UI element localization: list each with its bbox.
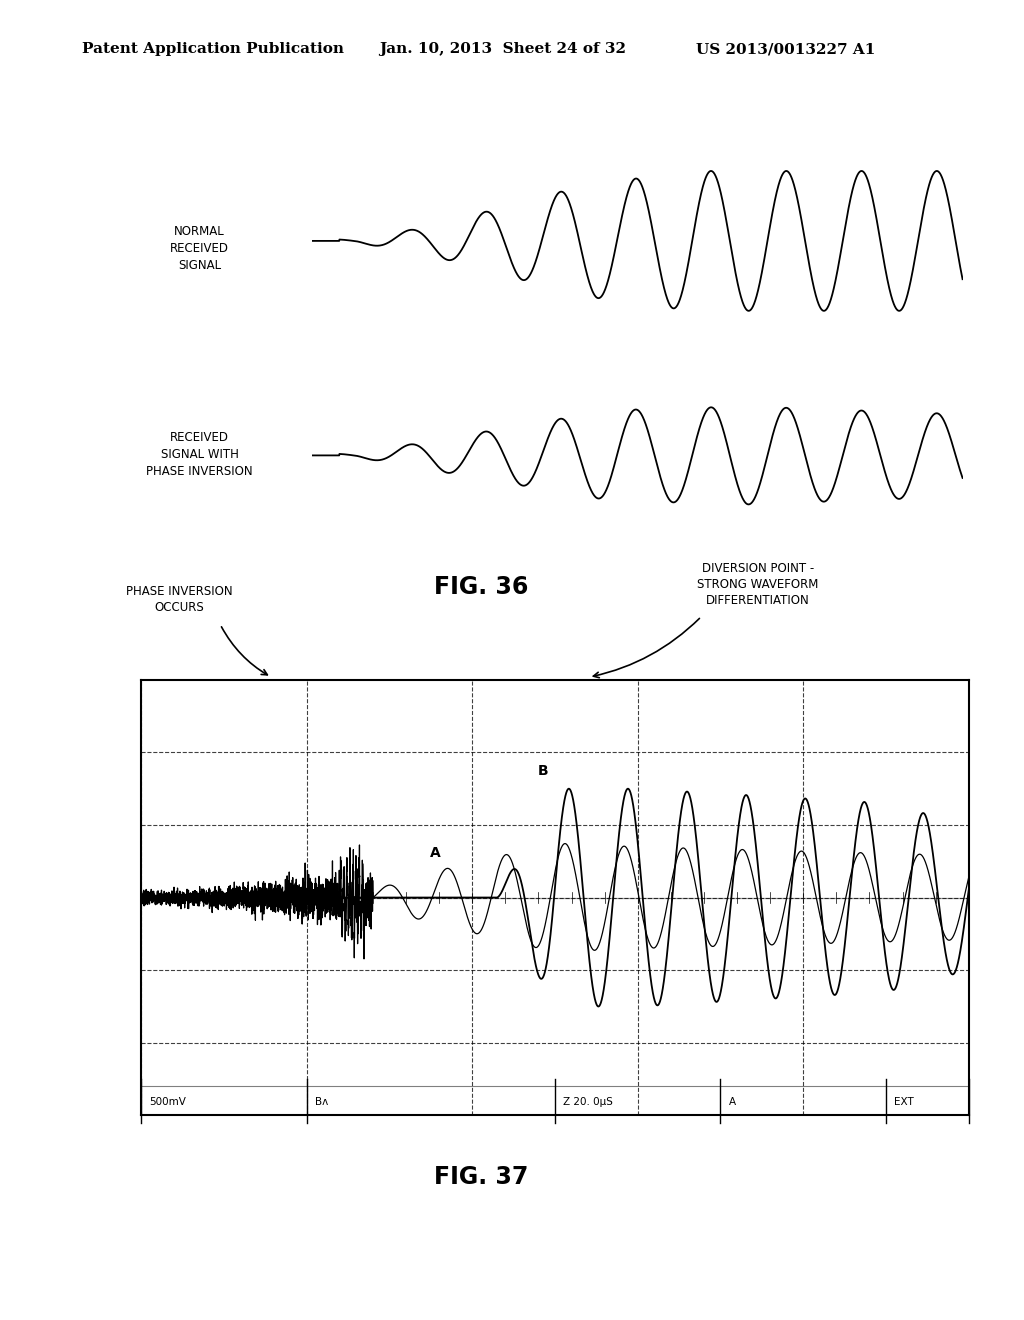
Text: EXT: EXT <box>894 1097 914 1107</box>
Text: DIVERSION POINT -
STRONG WAVEFORM
DIFFERENTIATION: DIVERSION POINT - STRONG WAVEFORM DIFFER… <box>697 562 818 607</box>
Text: RECEIVED
SIGNAL WITH
PHASE INVERSION: RECEIVED SIGNAL WITH PHASE INVERSION <box>146 430 253 478</box>
Text: B: B <box>538 764 548 777</box>
Text: A: A <box>729 1097 736 1107</box>
Text: Z 20. 0μS: Z 20. 0μS <box>563 1097 613 1107</box>
Text: FIG. 37: FIG. 37 <box>434 1166 528 1189</box>
Text: FIG. 36: FIG. 36 <box>434 576 528 599</box>
Text: Jan. 10, 2013  Sheet 24 of 32: Jan. 10, 2013 Sheet 24 of 32 <box>379 42 626 57</box>
Text: Bᴧ: Bᴧ <box>315 1097 329 1107</box>
Text: Patent Application Publication: Patent Application Publication <box>82 42 344 57</box>
Text: A: A <box>430 846 440 859</box>
Text: US 2013/0013227 A1: US 2013/0013227 A1 <box>696 42 876 57</box>
Text: NORMAL
RECEIVED
SIGNAL: NORMAL RECEIVED SIGNAL <box>170 224 229 272</box>
Text: PHASE INVERSION
OCCURS: PHASE INVERSION OCCURS <box>126 585 232 614</box>
Text: 500mV: 500mV <box>150 1097 186 1107</box>
